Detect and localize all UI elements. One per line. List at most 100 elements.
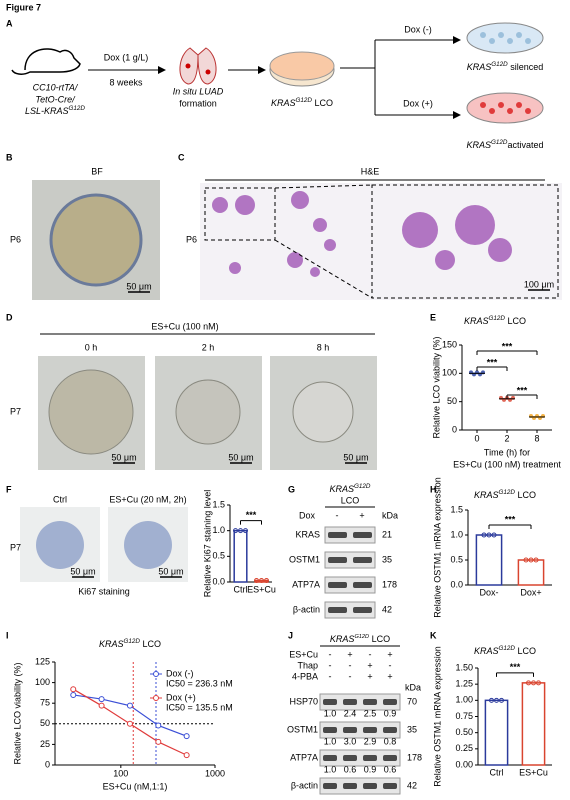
data-point	[126, 702, 133, 709]
organoid-dot	[507, 38, 513, 44]
y-tick-label: 25	[40, 739, 50, 749]
y-tick-label: 100	[35, 677, 50, 687]
kda-size: 35	[407, 724, 417, 734]
outcome-label-part: G12D	[491, 139, 508, 146]
band	[353, 582, 372, 588]
replicate-dot	[238, 528, 243, 534]
step-label: Dox (1 g/L)	[104, 52, 149, 62]
y-axis-label: Relative Ki67 staining level	[202, 490, 212, 598]
chart-title-part: LCO	[515, 490, 536, 500]
mouse-genotype-part: LSL-KRAS	[25, 106, 69, 116]
blot	[324, 551, 376, 569]
band	[363, 783, 377, 789]
mouse-icon	[11, 48, 81, 75]
image-title: ES+Cu (20 nM, 2h)	[109, 494, 186, 504]
tissue	[287, 252, 303, 268]
data-point	[155, 738, 162, 745]
band	[343, 755, 357, 761]
x-tick-label: 8	[534, 433, 539, 443]
chart-title: KRASG12D LCO	[474, 645, 536, 656]
x-axis-label: Time (h) for	[484, 447, 530, 457]
chart-title-part: LCO	[140, 639, 161, 649]
passage-label: P7	[10, 406, 21, 416]
blot	[324, 601, 376, 619]
organoid-dot	[480, 102, 486, 108]
blot-title-part: G12D	[354, 483, 371, 490]
protein-label: ATP7A	[290, 752, 318, 762]
band	[328, 532, 347, 538]
y-tick-label: 1.00	[455, 695, 473, 705]
band	[343, 783, 357, 789]
kda-size: 21	[382, 529, 392, 539]
lane-sign: -	[369, 649, 372, 659]
lane-sign: +	[387, 649, 392, 659]
scale-text: 50 μm	[158, 566, 183, 576]
dish	[466, 22, 544, 54]
x-tick-label: ES+Cu	[247, 584, 276, 594]
y-tick-label: 0.0	[212, 576, 225, 586]
x-tick-label: 100	[113, 768, 128, 778]
zoom-box	[371, 184, 559, 299]
tissue	[455, 205, 495, 245]
scale-text: 50 μm	[70, 566, 95, 576]
organoid-dot	[507, 108, 513, 114]
scale-text: 50 μm	[228, 452, 253, 462]
bar	[475, 534, 503, 586]
blot-title: LCO	[341, 495, 360, 505]
organoid	[175, 379, 241, 445]
y-tick-label: 50	[447, 396, 457, 406]
organoid-dot	[516, 32, 522, 38]
band	[323, 699, 337, 705]
replicate-dots	[526, 680, 541, 686]
band	[323, 755, 337, 761]
y-tick-label: 1.50	[455, 662, 473, 672]
blot-title-part: G12D	[354, 634, 369, 640]
kda-label: kDa	[405, 682, 421, 692]
protein-label: OSTM1	[287, 724, 318, 734]
replicate-dot	[233, 528, 238, 534]
y-tick-label: 1.5	[450, 504, 463, 514]
tissue	[313, 218, 327, 232]
data-point	[70, 686, 77, 693]
bar	[517, 559, 545, 586]
protein-label: HSP70	[289, 696, 318, 706]
outcome-label-part: activated	[507, 140, 543, 150]
significance: ***	[505, 514, 516, 524]
panel-label: F	[6, 484, 12, 494]
data-point	[183, 733, 190, 740]
organoid-dot	[489, 38, 495, 44]
band	[328, 582, 347, 588]
replicate-dot	[523, 557, 529, 563]
blot-title-part: KRAS	[330, 484, 355, 494]
blot	[324, 576, 376, 594]
legend-marker	[153, 671, 159, 677]
significance: ***	[246, 510, 257, 520]
y-tick-label: 0.75	[455, 711, 473, 721]
replicate-dots	[233, 528, 248, 534]
time-label: 2 h	[202, 342, 215, 352]
y-tick-label: 50	[40, 718, 50, 728]
lane-sign: +	[359, 510, 364, 520]
blot-condition: 4-PBA	[292, 671, 318, 681]
quant-label: 1.0	[324, 736, 337, 746]
quant-label: 0.6	[384, 764, 397, 774]
y-tick-label: 0.50	[455, 727, 473, 737]
y-tick-label: 0.5	[450, 554, 463, 564]
tissue	[402, 212, 438, 248]
tissue	[235, 195, 255, 215]
data-point	[98, 696, 105, 703]
mouse-genotype: LSL-KRASG12D	[25, 105, 85, 116]
kda-size: 178	[407, 752, 422, 762]
tumor-dot	[205, 69, 211, 75]
mouse-genotype-part: G12D	[69, 105, 86, 112]
replicate-dot	[491, 532, 497, 538]
x-tick-label: Ctrl	[490, 767, 504, 777]
significance: ***	[487, 357, 498, 367]
panel-label: H	[430, 484, 437, 494]
outcome-label: KRASG12D silenced	[467, 61, 544, 72]
x-tick-label: 0	[474, 433, 479, 443]
y-tick-label: 100	[442, 368, 457, 378]
zoom-box	[204, 187, 276, 241]
figure-title: Figure 7	[6, 2, 41, 12]
tissue	[229, 262, 241, 274]
